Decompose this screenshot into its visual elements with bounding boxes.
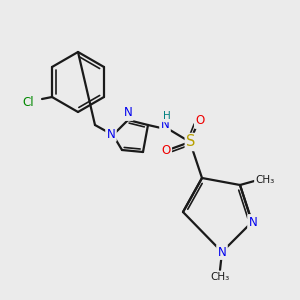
Text: O: O [195,115,205,128]
Text: Cl: Cl [22,95,34,109]
Text: S: S [186,134,196,149]
Text: N: N [249,215,257,229]
Text: N: N [160,118,169,131]
Text: O: O [161,143,171,157]
Text: N: N [106,128,116,140]
Text: N: N [124,106,132,119]
Text: H: H [163,111,171,121]
Text: CH₃: CH₃ [210,272,230,282]
Text: N: N [218,245,226,259]
Text: CH₃: CH₃ [255,175,274,185]
